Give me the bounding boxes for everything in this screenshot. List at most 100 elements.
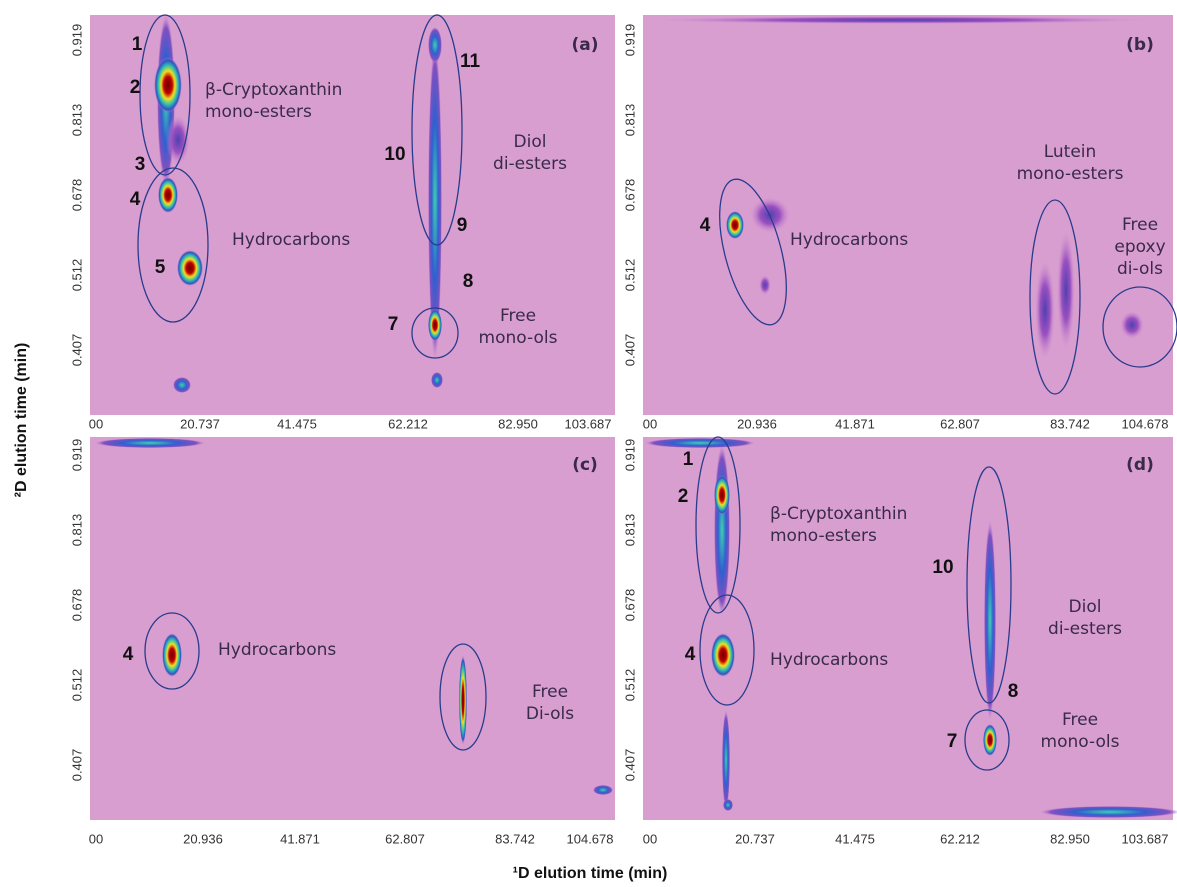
- peak-number: 7: [947, 731, 958, 752]
- group-outline: [964, 709, 1010, 771]
- label-line: 4: [123, 644, 134, 665]
- panel: (d) 0.919 0.813 0.678 0.512 0.407 00 20.737 41.4…: [622, 436, 1177, 846]
- group-label: β-Cryptoxanthin mono-esters: [205, 80, 342, 122]
- group-outline: [439, 643, 487, 751]
- group-outline: [137, 167, 209, 323]
- peak-number: 1: [132, 34, 143, 55]
- label-line: 4: [130, 189, 141, 210]
- peak: [722, 710, 730, 810]
- peak: [759, 275, 771, 295]
- panel-label: (b): [1126, 35, 1154, 55]
- label-line: 7: [388, 314, 399, 335]
- peak-number: 2: [678, 486, 689, 507]
- label-line: Free: [532, 682, 568, 702]
- peak: [645, 438, 755, 448]
- y-tick-label: 0.678: [69, 589, 84, 622]
- group-outline: [1102, 286, 1177, 368]
- label-line: 8: [463, 271, 474, 292]
- peak: [984, 520, 996, 720]
- group-outline: [411, 14, 463, 246]
- x-tick-label: 82.950: [1050, 831, 1090, 846]
- x-tick-label: 62.212: [940, 831, 980, 846]
- label-line: 5: [155, 257, 166, 278]
- peak-number: 4: [123, 644, 134, 665]
- label-line: 4: [700, 215, 711, 236]
- group-outline: [719, 178, 787, 326]
- y-tick-label: 0.678: [69, 179, 84, 212]
- panel: (a) 0.919 0.813 0.678 0.512 0.407 00 20.737 41.4…: [69, 14, 615, 431]
- peak: [1120, 311, 1144, 339]
- x-tick-label: 104.678: [1122, 416, 1169, 431]
- x-tick-label: 83.742: [1050, 416, 1090, 431]
- label-line: 7: [947, 731, 958, 752]
- y-tick-label: 0.512: [622, 669, 637, 702]
- group-label: Hydrocarbons: [232, 230, 350, 250]
- peak-number: 4: [130, 189, 141, 210]
- group-outline: [699, 594, 755, 706]
- label-line: mono-esters: [1017, 164, 1124, 184]
- label-line: di-esters: [493, 154, 567, 174]
- y-tick-label: 0.407: [622, 749, 637, 782]
- peak: [459, 655, 467, 745]
- group-outline: [695, 436, 741, 614]
- panel: (b) 0.919 0.813 0.678 0.512 0.407 00 20.936 41.8…: [622, 15, 1177, 431]
- label-line: Free: [1122, 215, 1158, 235]
- group-label: Free Di-ols: [526, 682, 574, 724]
- plot-area: [90, 437, 615, 820]
- x-tick-label: 41.475: [277, 416, 317, 431]
- y-tick-label: 0.813: [622, 514, 637, 547]
- peak: [177, 250, 203, 286]
- label-line: Free: [1062, 710, 1098, 730]
- peak: [714, 445, 730, 615]
- group-outline: [144, 612, 200, 690]
- label-line: 10: [384, 144, 405, 165]
- y-tick-label: 0.512: [69, 669, 84, 702]
- y-tick-label: 0.919: [69, 24, 84, 57]
- peak: [173, 377, 191, 393]
- x-tick-label: 83.742: [495, 831, 535, 846]
- plot-area: [643, 437, 1173, 820]
- panel-label: (c): [572, 455, 598, 475]
- label-line: epoxy: [1114, 237, 1165, 257]
- peak: [1057, 230, 1075, 350]
- label-line: 8: [1008, 681, 1019, 702]
- x-tick-label: 00: [643, 416, 657, 431]
- label-line: 1: [132, 34, 143, 55]
- x-tick-label: 103.687: [565, 416, 612, 431]
- peak-number: 4: [700, 215, 711, 236]
- peak: [650, 16, 1150, 24]
- peak-number: 5: [155, 257, 166, 278]
- peak: [95, 438, 205, 448]
- label-line: di-ols: [1117, 259, 1163, 279]
- label-line: 3: [135, 154, 146, 175]
- y-tick-label: 0.813: [69, 104, 84, 137]
- peak: [1035, 260, 1055, 360]
- group-label: Free mono-ols: [479, 306, 558, 348]
- x-tick-label: 103.687: [1122, 831, 1169, 846]
- y-tick-label: 0.813: [622, 104, 637, 137]
- group-label: β-Cryptoxanthin mono-esters: [770, 504, 907, 546]
- label-line: 4: [685, 644, 696, 665]
- group-label: Hydrocarbons: [770, 650, 888, 670]
- label-line: 10: [932, 557, 953, 578]
- group-outline: [966, 466, 1012, 704]
- y-tick-label: 0.919: [622, 24, 637, 57]
- peak-number: 9: [457, 215, 468, 236]
- x-tick-label: 41.871: [280, 831, 320, 846]
- x-axis-label: ¹D elution time (min): [513, 865, 668, 882]
- plot-area: [643, 15, 1173, 415]
- x-tick-label: 20.737: [735, 831, 775, 846]
- label-line: Lutein: [1044, 142, 1097, 162]
- x-tick-label: 62.807: [385, 831, 425, 846]
- peak: [428, 309, 442, 341]
- peak: [983, 724, 997, 756]
- group-label: Hydrocarbons: [218, 640, 336, 660]
- panel-label: (d): [1126, 455, 1154, 475]
- peak-number: 11: [460, 51, 481, 72]
- y-tick-label: 0.919: [69, 439, 84, 472]
- peak: [162, 633, 182, 677]
- peak: [711, 633, 735, 677]
- y-tick-label: 0.512: [622, 259, 637, 292]
- peak: [726, 211, 744, 239]
